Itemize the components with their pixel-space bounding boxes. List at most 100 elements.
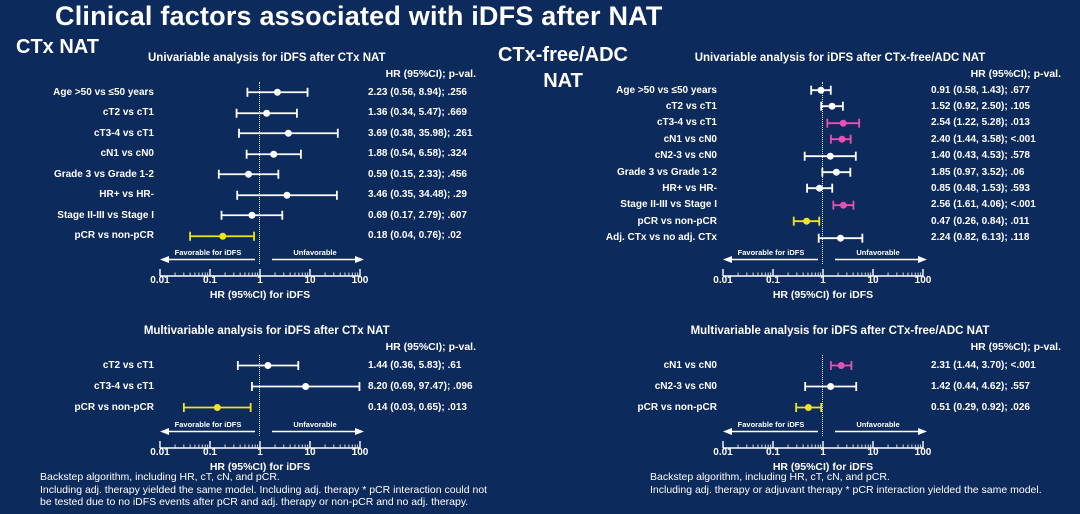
reference-line-hr1 xyxy=(822,82,823,264)
x-tick-label: 10 xyxy=(867,447,879,458)
row-hr-ci-pvalue: 1.85 (0.97, 3.52); .06 xyxy=(931,166,1025,178)
plot-title: Multivariable analysis for iDFS after CT… xyxy=(690,325,990,337)
forest-rows: Age >50 vs ≤50 years 0.91 (0.58, 1.43); .… xyxy=(575,82,1075,246)
row-hr-ci-pvalue: 0.47 (0.26, 0.84); .011 xyxy=(931,215,1030,227)
row-label: cT3-4 vs cT1 xyxy=(93,381,154,392)
favorable-left-arrow-icon xyxy=(723,428,732,435)
ci-errorbar xyxy=(160,185,360,206)
ci-errorbar xyxy=(160,355,360,376)
ci-errorbar xyxy=(723,397,923,418)
row-label: pCR vs non-pCR xyxy=(637,402,717,413)
x-tick-label: 10 xyxy=(304,275,316,286)
row-hr-ci-pvalue: 2.31 (1.44, 3.70); <.001 xyxy=(931,360,1036,371)
footnote-ctx-free-adc: Backstep algorithm, including HR, cT, cN… xyxy=(650,471,1075,496)
x-tick-label: 0.01 xyxy=(150,275,170,286)
ci-errorbar xyxy=(160,226,360,247)
x-tick-label: 0.1 xyxy=(766,274,780,286)
plot-title: Multivariable analysis for iDFS after CT… xyxy=(143,325,390,337)
footnote-line: Including adj. therapy or adjuvant thera… xyxy=(650,483,1042,496)
hr-ci-pval-header: HR (95%CI); p-val. xyxy=(385,341,476,353)
x-axis xyxy=(159,264,361,277)
forest-plot-multivariable-ctx-free-adc: Multivariable analysis for iDFS after CT… xyxy=(575,325,1075,473)
row-label: cT2 vs cT1 xyxy=(102,360,154,371)
x-tick-label: 0.01 xyxy=(150,447,170,458)
x-tick-label: 0.01 xyxy=(713,447,733,458)
row-label: HR+ vs HR- xyxy=(99,189,154,201)
ci-errorbar xyxy=(723,376,923,397)
ci-errorbar xyxy=(723,197,923,213)
ci-errorbar xyxy=(723,230,923,246)
forest-plot-univariable-ctx: Univariable analysis for iDFS after CTx … xyxy=(15,52,490,301)
row-hr-ci-pvalue: 0.51 (0.29, 0.92); .026 xyxy=(931,402,1030,413)
row-label: HR+ vs HR- xyxy=(662,183,717,195)
ci-errorbar xyxy=(723,213,923,229)
forest-rows: Age >50 vs ≤50 years 2.23 (0.56, 8.94); .… xyxy=(15,82,490,246)
reference-line-hr1 xyxy=(822,355,823,436)
x-tick-label: 10 xyxy=(304,447,316,458)
x-tick-label: 1 xyxy=(257,447,263,458)
x-tick-labels: 0.01 0.1 1 10 100 xyxy=(150,275,368,287)
ci-errorbar xyxy=(160,376,361,397)
favorable-left-arrow-icon xyxy=(160,428,169,435)
ci-errorbar xyxy=(723,115,923,131)
row-hr-ci-pvalue: 3.46 (0.35, 34.48); .29 xyxy=(368,189,467,201)
row-hr-ci-pvalue: 3.69 (0.38, 35.98); .261 xyxy=(368,127,473,139)
row-label: Stage II-III vs Stage I xyxy=(620,199,717,211)
x-tick-labels: 0.01 0.1 1 10 100 xyxy=(150,447,368,459)
row-hr-ci-pvalue: 1.44 (0.36, 5.83); .61 xyxy=(368,360,462,371)
row-hr-ci-pvalue: 0.85 (0.48, 1.53); .593 xyxy=(931,183,1030,195)
ci-errorbar xyxy=(723,131,923,147)
row-hr-ci-pvalue: 2.40 (1.44, 3.58); <.001 xyxy=(931,133,1036,145)
row-hr-ci-pvalue: 1.42 (0.44, 4.62); .557 xyxy=(931,381,1030,392)
ci-errorbar xyxy=(160,123,360,144)
favorable-left-arrow-icon xyxy=(160,256,169,263)
row-hr-ci-pvalue: 0.18 (0.04, 0.76); .02 xyxy=(368,230,462,242)
unfavorable-arrow-label: Unfavorable xyxy=(856,420,899,429)
page-title: Clinical factors associated with iDFS af… xyxy=(55,1,663,31)
row-label: cT3-4 vs cT1 xyxy=(93,127,154,139)
hr-ci-pval-header: HR (95%CI); p-val. xyxy=(385,68,476,80)
x-axis-label: HR (95%CI) for iDFS xyxy=(772,461,874,473)
row-label: Age >50 vs ≤50 years xyxy=(616,84,717,96)
x-tick-labels: 0.01 0.1 1 10 100 xyxy=(713,447,931,459)
plot-title: Univariable analysis for iDFS after CTx … xyxy=(147,52,386,64)
row-hr-ci-pvalue: 0.69 (0.17, 2.79); .607 xyxy=(368,209,467,221)
section-label-line1: CTx-free/ADC xyxy=(497,44,629,66)
ci-errorbar xyxy=(723,82,923,98)
forest-plot-multivariable-ctx: Multivariable analysis for iDFS after CT… xyxy=(15,325,490,473)
row-hr-ci-pvalue: 2.24 (0.82, 6.13); .118 xyxy=(931,232,1030,244)
row-label: cN1 vs cN0 xyxy=(663,360,717,371)
unfavorable-right-arrow-icon xyxy=(918,428,927,435)
row-label: cT3-4 vs cT1 xyxy=(656,117,717,129)
reference-line-hr1 xyxy=(259,355,260,436)
ci-errorbar xyxy=(723,355,923,376)
row-label: Age >50 vs ≤50 years xyxy=(53,86,154,98)
unfavorable-right-arrow-icon xyxy=(355,256,364,263)
direction-arrows: Favorable for iDFS Unfavorable xyxy=(160,246,364,264)
x-tick-label: 10 xyxy=(867,274,879,286)
ci-errorbar xyxy=(723,98,923,114)
ci-errorbar xyxy=(160,144,360,165)
row-label: Grade 3 vs Grade 1-2 xyxy=(53,168,154,180)
row-label: cN2-3 vs cN0 xyxy=(654,150,717,162)
row-hr-ci-pvalue: 2.54 (1.22, 5.28); .013 xyxy=(931,117,1030,129)
ci-errorbar xyxy=(160,397,360,418)
x-tick-label: 1 xyxy=(820,274,826,286)
ci-errorbar xyxy=(160,103,360,124)
plot-title: Univariable analysis for iDFS after CTx-… xyxy=(694,52,986,64)
row-hr-ci-pvalue: 1.52 (0.92, 2.50); .105 xyxy=(931,101,1030,113)
x-tick-label: 100 xyxy=(351,275,369,286)
favorable-arrow-label: Favorable for iDFS xyxy=(738,248,805,257)
row-hr-ci-pvalue: 1.40 (0.43, 4.53); .578 xyxy=(931,150,1030,162)
x-axis xyxy=(722,264,924,277)
row-label: cT2 vs cT1 xyxy=(102,107,154,119)
section-label-ctx-free-adc-nat: CTx-free/ADC NAT xyxy=(488,42,638,94)
row-label: pCR vs non-pCR xyxy=(637,215,717,227)
x-axis-label: HR (95%CI) for iDFS xyxy=(209,461,311,473)
reference-line-hr1 xyxy=(259,82,260,264)
direction-arrows: Favorable for iDFS Unfavorable xyxy=(723,418,927,436)
favorable-arrow-label: Favorable for iDFS xyxy=(175,420,242,429)
direction-arrows: Favorable for iDFS Unfavorable xyxy=(160,418,364,436)
x-tick-label: 100 xyxy=(351,447,369,458)
